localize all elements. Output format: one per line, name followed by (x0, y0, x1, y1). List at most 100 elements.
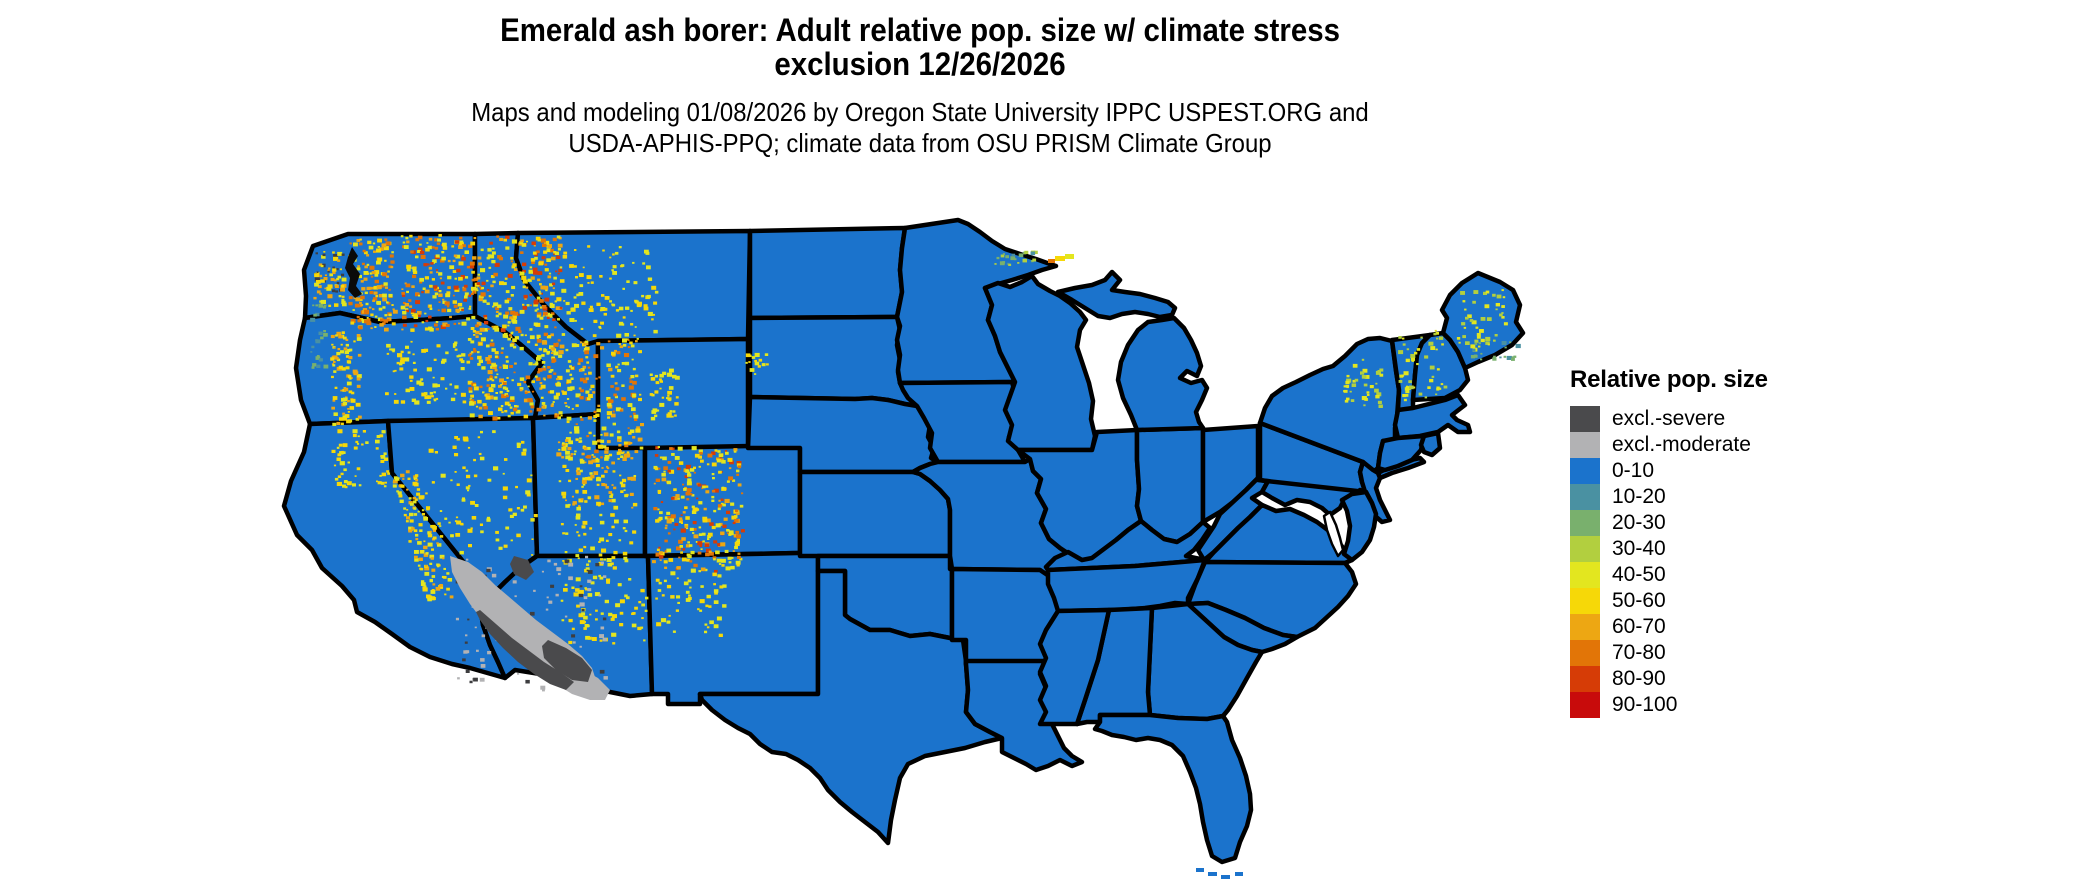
legend-label: 30-40 (1612, 537, 1666, 560)
florida-keys (1196, 868, 1204, 872)
state-florida (1092, 712, 1254, 865)
legend-item: 70-80 (1570, 640, 1768, 666)
speckle-cluster-wa-olympics (313, 251, 347, 307)
legend-swatch (1570, 406, 1600, 432)
speckle-cluster-maine-mtns (1456, 289, 1508, 352)
state-wyoming (595, 336, 751, 451)
state-michigan-lp (1115, 315, 1210, 433)
isle-royale (1065, 254, 1074, 259)
legend-title: Relative pop. size (1570, 366, 1768, 393)
chesapeake-bay (1322, 510, 1345, 558)
legend-swatch (1570, 432, 1600, 458)
state-rhode-island (1418, 430, 1443, 458)
speckle-cluster-adirondacks (1343, 358, 1384, 408)
legend: Relative pop. size excl.-severe excl.-mod… (1570, 366, 1768, 718)
speckle-cluster-wasatch (556, 438, 638, 511)
state-michigan-up (1055, 269, 1178, 321)
speckle-cluster-nevada-ranges (425, 430, 538, 556)
isle-royale (1055, 256, 1065, 261)
legend-swatch (1570, 666, 1600, 692)
speckle-cluster-yellowstone-wy (561, 333, 644, 461)
legend-item: 60-70 (1570, 614, 1768, 640)
legend-swatch (1570, 458, 1600, 484)
legend-label: 10-20 (1612, 485, 1666, 508)
gray-severe-2 (542, 640, 592, 682)
legend-label: 40-50 (1612, 563, 1666, 586)
legend-rows: excl.-severe excl.-moderate 0-10 10-20 20-30… (1570, 406, 1768, 718)
state-kentucky (1043, 518, 1213, 573)
legend-swatch (1570, 562, 1600, 588)
legend-swatch (1570, 614, 1600, 640)
speckle-cluster-black-hills (745, 352, 769, 375)
channel-island (408, 632, 417, 636)
speckle-cluster-wa-coast-tint (310, 303, 329, 369)
speckle-cluster-n-rockies-id-mt (400, 234, 565, 333)
state-mississippi (1037, 607, 1112, 727)
legend-item: excl.-moderate (1570, 432, 1768, 458)
page-title-line2: exclusion 12/26/2026 (774, 45, 1066, 82)
legend-label: excl.-moderate (1612, 433, 1751, 456)
legend-swatch (1570, 536, 1600, 562)
florida-keys (1221, 875, 1230, 879)
speckle-cluster-mogollon-az (560, 588, 649, 646)
florida-keys (1235, 872, 1243, 876)
speckle-cluster-vt-nh-mtns (1398, 329, 1448, 402)
title-block: Emerald ash borer: Adult relative pop. s… (74, 12, 1767, 159)
speckle-cluster-blue-mountains (385, 338, 473, 405)
legend-item: 50-60 (1570, 588, 1768, 614)
legend-item: 0-10 (1570, 458, 1768, 484)
channel-island (434, 646, 441, 650)
speckle-cluster-wa-cascades (348, 238, 398, 332)
legend-swatch (1570, 484, 1600, 510)
speckle-cluster-or-cascades (330, 331, 362, 426)
state-new-jersey (1357, 459, 1393, 525)
legend-label: 70-80 (1612, 641, 1666, 664)
legend-item: excl.-severe (1570, 406, 1768, 432)
state-north-dakota (747, 225, 908, 321)
legend-label: 50-60 (1612, 589, 1666, 612)
legend-item: 10-20 (1570, 484, 1768, 510)
legend-label: 60-70 (1612, 615, 1666, 638)
florida-keys (1208, 872, 1217, 876)
state-delmarva (1339, 489, 1379, 563)
gray-severe-3 (510, 556, 534, 580)
speckle-cluster-bighorns (649, 368, 680, 421)
gray-severe-1 (476, 610, 574, 690)
map-subtitle-line2: USDA-APHIS-PPQ; climate data from OSU PR… (568, 127, 1272, 158)
speckle-cluster-klamath (331, 429, 389, 489)
speckle-cluster-sierra-north (386, 470, 436, 533)
speckle-cluster-co-rockies (652, 446, 745, 573)
page-title-line1: Emerald ash borer: Adult relative pop. s… (500, 12, 1340, 48)
legend-item: 30-40 (1570, 536, 1768, 562)
state-kansas (797, 469, 953, 559)
page-title: Emerald ash borer: Adult relative pop. s… (74, 12, 1767, 82)
legend-label: excl.-severe (1612, 407, 1726, 430)
legend-item: 90-100 (1570, 692, 1768, 718)
legend-item: 40-50 (1570, 562, 1768, 588)
channel-island (421, 640, 429, 644)
state-wisconsin (982, 273, 1098, 453)
legend-swatch (1570, 692, 1600, 718)
legend-swatch (1570, 510, 1600, 536)
speckle-cluster-maine-coast-tint (1470, 341, 1521, 361)
speckle-cluster-central-idaho (468, 330, 567, 421)
legend-label: 0-10 (1612, 459, 1655, 482)
state-texas (697, 568, 1005, 846)
map-subtitle-line1: Maps and modeling 01/08/2026 by Oregon S… (471, 97, 1369, 128)
speckle-cluster-mt-front (561, 245, 659, 334)
legend-label: 20-30 (1612, 511, 1666, 534)
legend-swatch (1570, 640, 1600, 666)
map-subtitle: Maps and modeling 01/08/2026 by Oregon S… (74, 97, 1767, 158)
speckle-cluster-mn-arrowhead-shore (994, 250, 1038, 266)
puget-sound (345, 247, 362, 298)
state-south-dakota (747, 314, 920, 409)
legend-swatch (1570, 588, 1600, 614)
legend-label: 80-90 (1612, 667, 1666, 690)
legend-label: 90-100 (1612, 693, 1678, 716)
legend-item: 80-90 (1570, 666, 1768, 692)
state-new-mexico (645, 550, 821, 707)
legend-item: 20-30 (1570, 510, 1768, 536)
speckle-cluster-north-nm (655, 570, 727, 637)
